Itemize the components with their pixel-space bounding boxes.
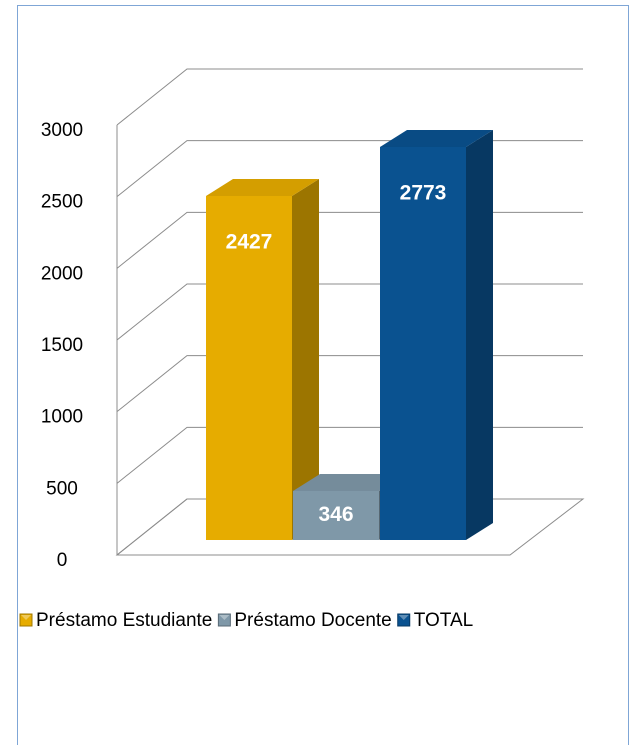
- legend-swatch: [19, 613, 33, 627]
- value-label: 346: [318, 503, 353, 526]
- y-tick-label: 500: [46, 478, 78, 499]
- legend-swatch: [397, 613, 411, 627]
- grid-line: [116, 68, 583, 126]
- legend-label: Préstamo Docente: [234, 610, 391, 631]
- bar-top: [206, 179, 319, 196]
- legend-swatch: [217, 613, 231, 627]
- grid-line: [116, 283, 583, 341]
- bar-top: [380, 129, 493, 147]
- bar-group: [380, 129, 493, 541]
- y-tick-label: 0: [57, 550, 68, 571]
- legend-swatch-shine: [398, 615, 409, 620]
- y-tick-label: 2500: [41, 192, 83, 213]
- y-tick-label: 1000: [41, 407, 83, 428]
- grid-line: [116, 211, 583, 269]
- bar: [293, 490, 379, 540]
- bar-side: [292, 179, 319, 540]
- legend-swatch-shine: [219, 615, 230, 620]
- frame: [17, 5, 629, 745]
- grid-line: [116, 140, 583, 198]
- bar: [380, 146, 466, 541]
- bar-top: [293, 473, 406, 491]
- bar: [206, 196, 292, 540]
- grid-line: [116, 355, 583, 413]
- value-label: 2427: [226, 231, 273, 254]
- y-tick-label: 2000: [41, 263, 83, 284]
- legend-label: Préstamo Estudiante: [36, 610, 212, 631]
- legend-label: TOTAL: [414, 610, 473, 631]
- value-label: 2773: [400, 182, 447, 205]
- y-tick-label: 1500: [41, 335, 83, 356]
- bar-side: [466, 129, 493, 541]
- bar-group: [206, 179, 319, 540]
- y-tick-label: 3000: [41, 120, 83, 141]
- legend-swatch-shine: [21, 615, 31, 620]
